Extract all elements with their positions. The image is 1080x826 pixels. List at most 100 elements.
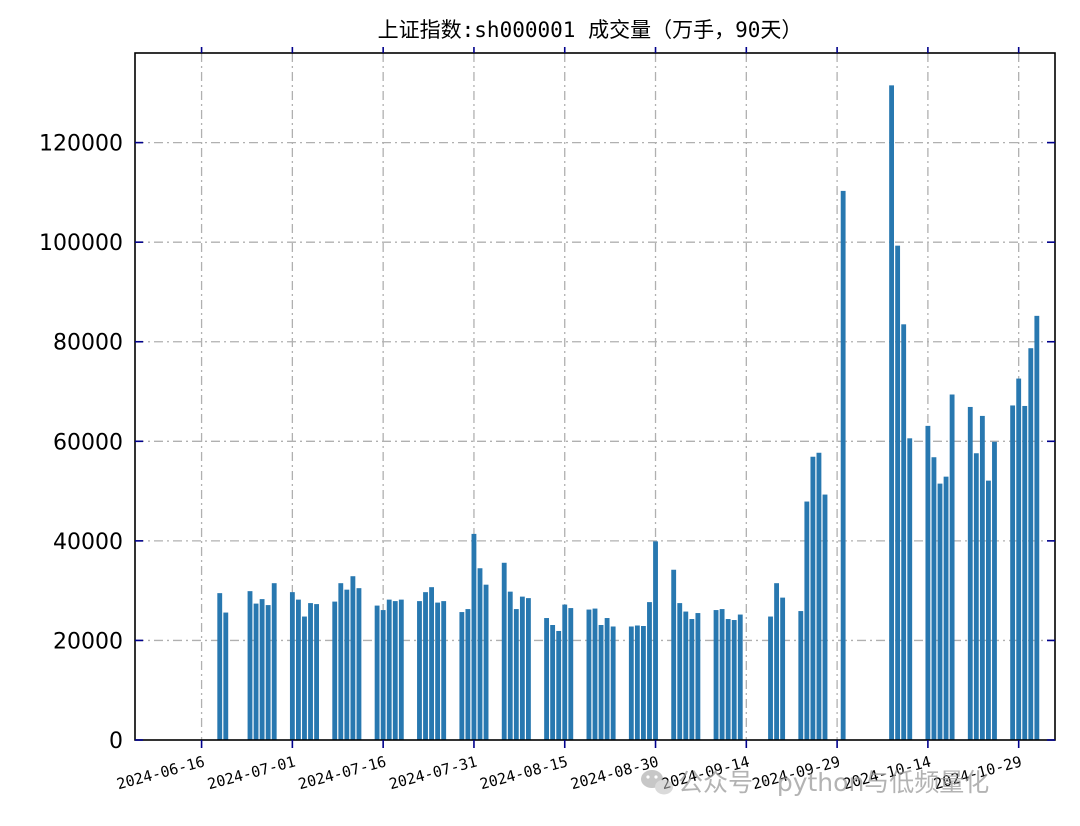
y-tick-label: 0: [109, 729, 123, 754]
volume-bar: [689, 619, 695, 740]
volume-bar: [768, 616, 773, 740]
volume-bar: [731, 620, 737, 740]
y-tick-label: 20000: [53, 629, 123, 654]
volume-bar: [526, 598, 531, 740]
y-tick-label: 80000: [53, 331, 123, 356]
volume-bar: [895, 245, 901, 740]
volume-bar: [586, 609, 592, 740]
volume-bar: [429, 587, 434, 740]
volume-bar: [392, 601, 398, 740]
bars: [217, 85, 1040, 740]
volume-bar: [719, 609, 725, 740]
volume-bar: [259, 599, 265, 740]
volume-bar: [931, 457, 937, 740]
volume-bar: [604, 618, 610, 740]
volume-bar: [386, 599, 392, 740]
volume-bar: [550, 625, 556, 740]
volume-bar: [519, 596, 525, 740]
volume-bar: [1022, 405, 1028, 740]
volume-bar: [223, 612, 229, 740]
watermark: 公众号 · python与低频量化: [641, 768, 989, 797]
volume-bar: [973, 453, 979, 740]
volume-bar: [610, 626, 616, 740]
x-tick-label: 2024-08-15: [478, 752, 570, 793]
volume-bar: [253, 603, 259, 740]
grid-lines: [135, 53, 1055, 740]
volume-bar: [398, 599, 404, 740]
y-tick-label: 100000: [39, 231, 123, 256]
volume-bar: [822, 494, 828, 740]
x-tick-label: 2024-07-16: [296, 752, 388, 793]
wechat-icon: [641, 770, 673, 795]
volume-bar: [671, 569, 677, 740]
volume-bar: [477, 568, 483, 740]
volume-bar: [949, 394, 955, 740]
volume-bar: [840, 190, 846, 740]
volume-bar: [350, 576, 356, 740]
volume-bar: [308, 603, 313, 740]
y-axis-tick-labels: 0 20000 40000 60000 80000 100000 120000: [39, 132, 123, 754]
volume-bar: [265, 605, 271, 740]
volume-bar: [513, 609, 519, 740]
volume-bar: [889, 85, 894, 740]
volume-bar: [641, 625, 646, 740]
volume-bar: [289, 592, 295, 740]
volume-bar: [907, 438, 913, 740]
x-tick-label: 2024-07-31: [387, 752, 479, 793]
volume-bar: [1010, 405, 1016, 740]
x-tick-label: 2024-06-16: [115, 752, 207, 793]
y-tick-label: 120000: [39, 132, 123, 157]
volume-bar: [653, 541, 658, 740]
y-tick-label: 40000: [53, 530, 123, 555]
volume-bar: [943, 476, 949, 740]
volume-bar: [423, 592, 428, 740]
volume-bar: [725, 619, 731, 740]
volume-bar: [810, 456, 816, 740]
volume-bar: [544, 618, 549, 740]
volume-bar: [1034, 315, 1040, 740]
volume-bar: [937, 483, 943, 740]
volume-bar: [459, 612, 465, 740]
volume-bar: [380, 610, 386, 740]
volume-bar: [568, 608, 574, 740]
volume-bar: [556, 630, 562, 740]
volume-bar: [713, 610, 719, 740]
volume-bar: [332, 601, 338, 740]
volume-bar: [901, 324, 907, 740]
volume-bar: [247, 591, 253, 740]
volume-bar: [979, 415, 985, 740]
volume-bar: [592, 608, 598, 740]
volume-bar: [483, 584, 489, 740]
volume-bar: [925, 425, 931, 740]
volume-bar: [441, 601, 447, 740]
volume-bar: [992, 441, 997, 740]
volume-bar: [1016, 378, 1022, 740]
volume-bar: [302, 616, 307, 740]
volume-bar: [356, 588, 362, 740]
volume-bar: [465, 609, 471, 740]
volume-bar: [634, 625, 640, 740]
volume-bar: [338, 583, 344, 740]
volume-bar: [217, 593, 223, 740]
volume-bar: [562, 604, 568, 740]
plot-frame: [134, 52, 1056, 741]
volume-bar: [598, 625, 604, 740]
axis-ticks: [135, 47, 1055, 748]
volume-bar: [1028, 348, 1034, 740]
volume-bar: [501, 562, 507, 740]
volume-bar: [683, 611, 689, 740]
volume-bar: [374, 605, 380, 740]
volume-bar: [314, 604, 319, 740]
volume-bar: [344, 589, 350, 740]
volume-bar: [967, 406, 973, 740]
volume-bar: [798, 611, 804, 740]
y-tick-label: 60000: [53, 430, 123, 455]
chart-title: 上证指数:sh000001 成交量（万手，90天）: [378, 18, 803, 42]
watermark-text: 公众号 · python与低频量化: [678, 768, 989, 797]
x-tick-label: 2024-07-01: [206, 752, 298, 793]
volume-bar: [695, 613, 701, 740]
volume-bar: [471, 533, 477, 740]
volume-bar: [628, 626, 634, 740]
volume-bar: [417, 601, 422, 740]
